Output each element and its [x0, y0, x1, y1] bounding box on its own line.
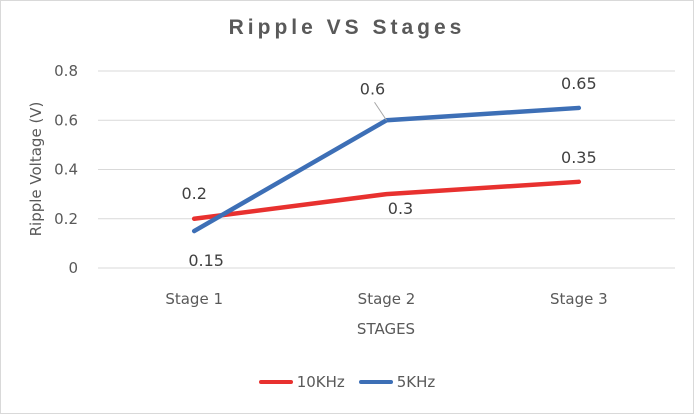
series-line-10KHz [191, 179, 582, 221]
leader-line [374, 101, 387, 121]
x-tick-label: Stage 1 [165, 290, 223, 308]
data-labels: 0.2 0.3 0.35 0.15 0.6 0.65 [181, 74, 596, 270]
legend-swatch [358, 380, 393, 384]
data-label: 0.6 [360, 79, 385, 98]
y-tick-label: 0.6 [54, 111, 78, 129]
x-tick-labels: Stage 1 Stage 2 Stage 3 [165, 290, 607, 308]
y-tick-labels: 0 0.2 0.4 0.6 0.8 [54, 62, 78, 277]
chart-title: Ripple VS Stages [228, 16, 466, 39]
data-label: 0.3 [388, 199, 413, 218]
legend-label: 10KHz [296, 373, 345, 391]
legend-item: 5KHz [358, 373, 436, 391]
y-tick-label: 0.4 [54, 161, 78, 179]
y-tick-label: 0.8 [54, 62, 78, 80]
x-tick-label: Stage 3 [550, 290, 608, 308]
grid-lines [98, 70, 675, 269]
y-axis-label: Ripple Voltage (V) [27, 102, 45, 237]
y-tick-label: 0.2 [54, 210, 78, 228]
y-tick-label: 0 [68, 259, 78, 277]
legend-swatch [258, 380, 293, 384]
data-label: 0.65 [561, 74, 597, 93]
legend-label: 5KHz [396, 373, 436, 391]
x-axis-label: STAGES [357, 320, 415, 338]
data-label: 0.2 [181, 184, 206, 203]
x-tick-label: Stage 2 [358, 290, 416, 308]
data-label: 0.35 [561, 148, 597, 167]
legend: 10KHz 5KHz [0, 373, 694, 391]
legend-item: 10KHz [258, 373, 345, 391]
data-label: 0.15 [188, 251, 224, 270]
